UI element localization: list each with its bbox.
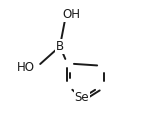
Text: OH: OH	[62, 8, 80, 21]
Text: B: B	[56, 40, 64, 53]
Text: Se: Se	[75, 91, 89, 104]
Text: HO: HO	[17, 61, 35, 74]
